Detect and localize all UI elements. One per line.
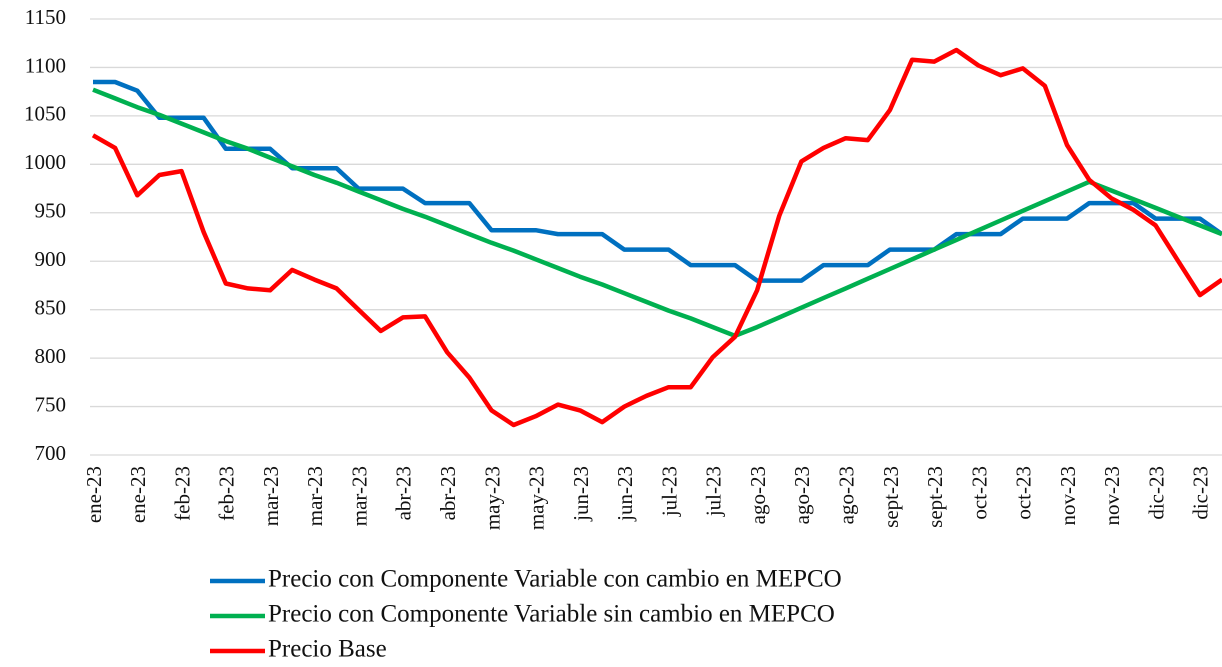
- x-tick-label: feb-23: [170, 466, 194, 521]
- y-tick-label: 850: [35, 295, 67, 319]
- legend-label: Precio con Componente Variable con cambi…: [268, 566, 842, 593]
- x-tick-label: ago-23: [790, 466, 814, 524]
- x-tick-label: mar-23: [347, 466, 371, 526]
- y-tick-label: 1150: [25, 5, 66, 29]
- x-tick-label: oct-23: [967, 466, 991, 520]
- x-tick-label: jul-23: [702, 466, 726, 517]
- x-tick-label: feb-23: [215, 466, 239, 521]
- x-tick-label: jun-23: [613, 466, 637, 522]
- y-tick-label: 700: [35, 441, 67, 465]
- x-tick-label: abr-23: [392, 466, 416, 520]
- x-tick-label: ene-23: [82, 466, 106, 523]
- x-tick-label: dic-23: [1189, 466, 1213, 520]
- x-tick-label: jul-23: [657, 466, 681, 517]
- x-tick-label: sept-23: [879, 466, 903, 528]
- x-tick-label: mar-23: [259, 466, 283, 526]
- series-line: [91, 47, 1222, 428]
- x-tick-label: may-23: [480, 466, 504, 530]
- x-tick-label: ago-23: [834, 466, 858, 524]
- x-tick-label: mar-23: [303, 466, 327, 526]
- series-line: [92, 87, 1222, 339]
- x-tick-label: nov-23: [1056, 466, 1080, 526]
- y-tick-label: 950: [35, 199, 67, 223]
- x-tick-label: sept-23: [923, 466, 947, 528]
- y-tick-label: 750: [35, 392, 67, 416]
- series-line: [93, 79, 1222, 283]
- x-tick-label: dic-23: [1144, 466, 1168, 520]
- x-tick-label: abr-23: [436, 466, 460, 520]
- x-tick-label: may-23: [525, 466, 549, 530]
- y-tick-label: 800: [35, 344, 67, 368]
- y-tick-label: 900: [35, 247, 67, 271]
- legend-label: Precio Base: [268, 636, 387, 663]
- x-tick-label: nov-23: [1100, 466, 1124, 526]
- x-tick-label: jun-23: [569, 466, 593, 522]
- x-tick-label: oct-23: [1012, 466, 1036, 520]
- legend-label: Precio con Componente Variable sin cambi…: [268, 601, 835, 628]
- y-tick-label: 1100: [25, 53, 66, 77]
- x-tick-label: ago-23: [746, 466, 770, 524]
- y-tick-label: 1050: [24, 102, 66, 126]
- y-tick-label: 1000: [24, 150, 66, 174]
- x-tick-label: ene-23: [126, 466, 150, 523]
